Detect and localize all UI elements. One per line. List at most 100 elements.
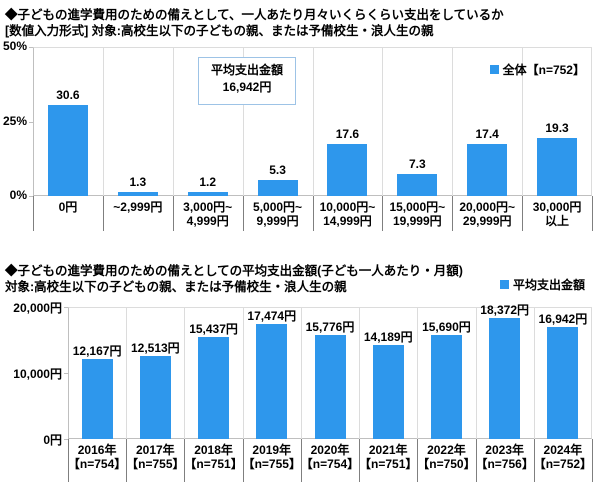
category-separator-line [184, 439, 186, 482]
grid-line [475, 307, 477, 439]
category-separator-line [592, 439, 593, 482]
chart2-legend: 平均支出金額 [499, 276, 585, 293]
category-label: 30,000円 以上 [532, 200, 582, 228]
category-label: 10,000円~ 14,999円 [319, 200, 376, 228]
grid-line [172, 47, 174, 196]
bar [139, 356, 171, 439]
bar-value-label: 15,776円 [305, 319, 355, 334]
bar-value-label: 17.6 [335, 126, 360, 141]
bar-value-label: 30.6 [56, 87, 80, 102]
bar-value-label: 12,167円 [72, 343, 122, 358]
category-label: 15,000円~ 19,999円 [389, 200, 446, 228]
category-label: 2024年 【n=752】 [533, 443, 593, 471]
category-label: 2021年 【n=751】 [359, 443, 418, 471]
category-separator-line [522, 196, 524, 231]
grid-line [359, 307, 361, 439]
bar [327, 143, 368, 196]
y-tick-label: 25% [2, 113, 27, 128]
category-label: 2022年 【n=750】 [417, 443, 476, 471]
bar-value-label: 17.4 [475, 127, 499, 142]
category-label: 0円 [58, 200, 78, 214]
average-spending-annotation-box: 平均支出金額 16,942円 [198, 57, 296, 105]
bar [187, 192, 228, 196]
bar-value-label: 1.2 [199, 175, 217, 190]
chart1-title: ◆子どもの進学費用のための備えとして、一人あたり月々いくらくらい支出をしているか [5, 8, 504, 22]
y-tick-mark [64, 439, 68, 440]
chart1-subtitle: [数値入力形式] 対象:高校生以下の子どもの親、または予備校生・浪人生の親 [5, 24, 434, 38]
grid-line [126, 307, 128, 439]
category-separator-line [382, 196, 384, 231]
category-separator-line [359, 439, 361, 482]
category-label: 20,000円~ 29,999円 [459, 200, 516, 228]
bar [397, 174, 438, 196]
legend-swatch-icon [489, 65, 499, 74]
category-separator-line [172, 196, 174, 231]
category-label: 2016年 【n=754】 [67, 443, 127, 471]
category-label: 2017年 【n=755】 [126, 443, 185, 471]
bar [467, 144, 508, 196]
y-tick-label: 0円 [43, 433, 62, 447]
bar [117, 192, 158, 196]
bar [256, 323, 288, 439]
category-label: 2020年 【n=754】 [300, 443, 360, 471]
category-label: ~2,999円 [113, 200, 163, 214]
category-separator-line [126, 439, 128, 482]
category-label: 5,000円~ 9,999円 [253, 200, 303, 228]
average-spending-annotation-label: 平均支出金額 [210, 63, 283, 77]
category-label: 3,000円~ 4,999円 [183, 200, 233, 228]
category-separator-line [68, 439, 69, 482]
grid-line [522, 47, 524, 196]
category-separator-line [475, 439, 477, 482]
grid-line [102, 47, 104, 196]
bar [198, 337, 230, 439]
grid-line [452, 47, 454, 196]
bar [47, 104, 88, 196]
y-tick-mark [64, 307, 68, 308]
bar-value-label: 18,372円 [480, 302, 530, 317]
grid-line [184, 307, 186, 439]
bar [430, 335, 462, 439]
chart2-legend-label: 平均支出金額 [512, 278, 585, 292]
category-separator-line [300, 439, 302, 482]
bar-value-label: 1.3 [129, 175, 147, 190]
y-tick-label: 50% [2, 39, 27, 53]
grid-line [312, 47, 314, 196]
bar [372, 345, 404, 439]
bar-value-label: 15,437円 [189, 322, 238, 337]
chart1-legend-label: 全体【n=752】 [502, 63, 585, 77]
bar [81, 358, 113, 439]
category-separator-line [312, 196, 314, 231]
category-separator-line [242, 196, 244, 231]
y-tick-label: 10,000円 [13, 367, 62, 381]
category-separator-line [533, 439, 535, 482]
bar [537, 138, 578, 196]
chart2-subtitle: 対象:高校生以下の子どもの親、または予備校生・浪人生の親 [5, 280, 347, 294]
bar [489, 317, 521, 439]
grid-line [242, 47, 244, 196]
chart1-legend: 全体【n=752】 [489, 61, 585, 78]
category-label: 2023年 【n=756】 [475, 443, 534, 471]
bar-value-label: 17,474円 [247, 308, 297, 323]
category-label: 2018年 【n=751】 [184, 443, 243, 471]
grid-line [242, 307, 244, 439]
bar-value-label: 14,189円 [363, 330, 413, 345]
y-tick-mark [29, 122, 33, 123]
bar-value-label: 12,513円 [130, 341, 180, 356]
legend-swatch-icon [499, 280, 509, 289]
category-label: 2019年 【n=755】 [242, 443, 301, 471]
bar-value-label: 15,690円 [422, 320, 471, 335]
category-separator-line [33, 196, 34, 231]
bar [547, 327, 579, 439]
bar-value-label: 7.3 [408, 157, 426, 172]
category-separator-line [592, 196, 593, 231]
category-separator-line [452, 196, 454, 231]
grid-line [533, 307, 535, 439]
bar [314, 334, 346, 439]
bar-value-label: 16,942円 [538, 312, 588, 327]
grid-line [382, 47, 384, 196]
average-spending-annotation-value: 16,942円 [222, 80, 272, 94]
bar-value-label: 5.3 [269, 163, 286, 178]
chart2-title: ◆子どもの進学費用のための備えとしての平均支出金額(子ども一人あたり・月額) [5, 264, 463, 278]
y-tick-label: 20,000円 [13, 301, 62, 315]
